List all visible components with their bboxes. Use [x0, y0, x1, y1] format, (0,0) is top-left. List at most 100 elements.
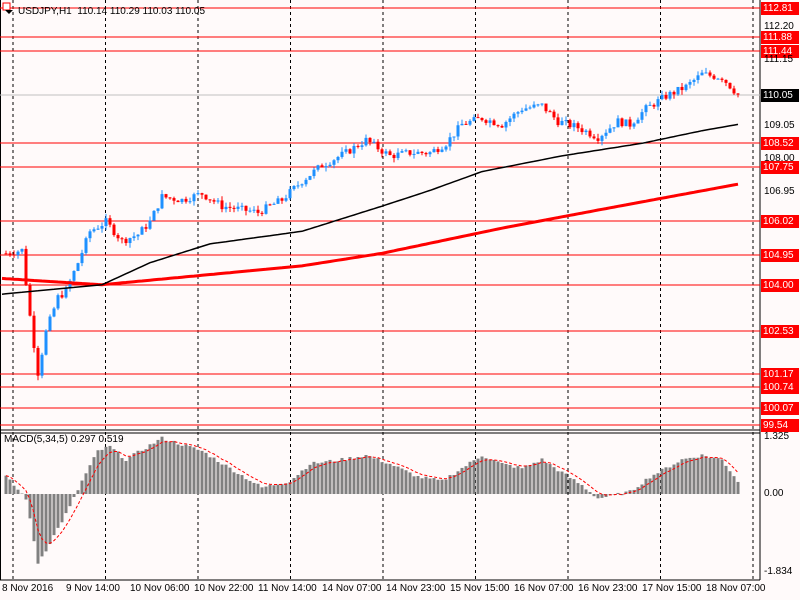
candle-body	[720, 78, 724, 80]
macd-bar	[372, 458, 376, 494]
price-tick: 108.00	[764, 153, 795, 164]
level-label: 100.74	[761, 381, 799, 394]
price-tick: 111.15	[764, 54, 794, 65]
macd-bar	[680, 459, 684, 494]
macd-bar	[600, 494, 604, 498]
macd-bar	[364, 455, 368, 494]
candle-body	[680, 86, 684, 91]
current-price-label: 110.05	[761, 89, 799, 102]
macd-bar	[140, 450, 144, 494]
candle-body	[232, 207, 236, 209]
candle-body	[668, 91, 672, 99]
macd-bar	[192, 447, 196, 494]
time-label: 10 Nov 22:00	[194, 583, 254, 594]
candle-body	[152, 210, 156, 221]
macd-bar	[716, 458, 720, 494]
macd-bar	[80, 480, 84, 494]
candle-body	[408, 150, 412, 155]
candle-body	[132, 236, 136, 239]
macd-bar	[608, 494, 612, 495]
macd-bar	[504, 463, 508, 494]
level-label: 108.52	[761, 137, 799, 150]
candle-body	[332, 160, 336, 165]
candle-body	[524, 108, 528, 111]
macd-bar	[640, 484, 644, 494]
macd-bar	[228, 467, 232, 494]
macd-bar	[292, 478, 296, 494]
macd-bar	[272, 485, 276, 494]
candle-body	[12, 254, 16, 256]
macd-bar	[76, 490, 80, 494]
symbol-timeframe: USDJPY,H1	[18, 6, 72, 17]
macd-bar	[156, 439, 160, 494]
macd-bar	[308, 464, 312, 494]
candle-body	[692, 79, 696, 82]
candle-body	[72, 270, 76, 281]
macd-bar	[416, 476, 420, 494]
candle-body	[340, 151, 344, 157]
candle-body	[352, 145, 356, 154]
candle-body	[608, 128, 612, 133]
macd-bar	[432, 478, 436, 494]
macd-bar	[664, 467, 668, 494]
candle-body	[588, 130, 592, 137]
candle-body	[484, 120, 488, 123]
macd-bar	[8, 479, 12, 494]
macd-bar	[532, 462, 536, 494]
candle-body	[288, 189, 292, 199]
macd-bar	[180, 445, 184, 494]
candle-body	[684, 84, 688, 91]
candle-body	[644, 105, 648, 113]
macd-bar	[360, 457, 364, 494]
macd-bar	[452, 474, 456, 494]
candle-body	[388, 151, 392, 155]
candle-body	[428, 152, 432, 155]
macd-bar	[580, 484, 584, 494]
macd-bar	[252, 482, 256, 494]
candle-body	[404, 150, 408, 152]
time-label: 15 Nov 15:00	[450, 583, 510, 594]
chart-title: USDJPY,H1 110.14 110.29 110.03 110.05	[18, 6, 205, 17]
candle-body	[260, 212, 264, 214]
candle-body	[88, 231, 92, 239]
candle-body	[296, 185, 300, 187]
macd-bar	[48, 494, 52, 545]
candle-body	[236, 206, 240, 209]
candle-body	[436, 149, 440, 152]
time-label: 16 Nov 07:00	[514, 583, 574, 594]
candle-body	[192, 194, 196, 202]
candle-body	[640, 112, 644, 120]
macd-bar	[384, 463, 388, 494]
macd-bar	[732, 476, 736, 494]
candle-body	[276, 198, 280, 204]
macd-bar	[24, 494, 28, 500]
candle-body	[4, 253, 8, 255]
candle-body	[280, 198, 284, 201]
macd-bar	[152, 443, 156, 494]
macd-bar	[260, 487, 264, 494]
macd-bar	[236, 474, 240, 494]
candle-body	[40, 354, 44, 376]
macd-bar	[60, 494, 64, 523]
level-label: 99.54	[761, 419, 799, 432]
candle-body	[380, 149, 384, 154]
macd-bar	[436, 479, 440, 494]
macd-bar	[540, 458, 544, 494]
candle-body	[324, 166, 328, 168]
candle-body	[648, 104, 652, 106]
macd-bar	[300, 470, 304, 494]
candle-body	[420, 151, 424, 154]
macd-bar	[100, 449, 104, 494]
candle-body	[556, 117, 560, 126]
candle-body	[320, 165, 324, 168]
macd-signal-value: 0.519	[98, 434, 124, 445]
candle-body	[636, 119, 640, 124]
macd-bar	[516, 466, 520, 494]
macd-bar	[656, 473, 660, 494]
candle-body	[632, 123, 636, 127]
candle-body	[696, 75, 700, 80]
macd-bar	[336, 461, 340, 494]
macd-bar	[468, 461, 472, 494]
time-label: 8 Nov 2016	[2, 583, 54, 594]
